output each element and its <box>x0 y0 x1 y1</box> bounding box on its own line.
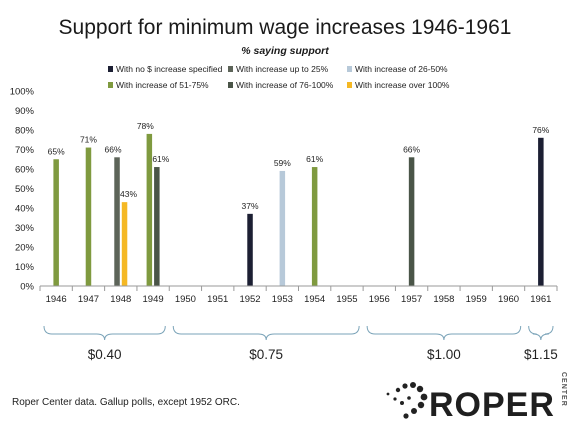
data-label: 37% <box>242 201 259 211</box>
legend: With no $ increase specified With increas… <box>108 64 450 90</box>
bar <box>279 170 286 286</box>
roper-logo-dots-icon <box>386 382 428 419</box>
group-brace <box>528 325 554 341</box>
y-tick-label: 30% <box>15 223 35 234</box>
x-tick-label: 1947 <box>78 294 99 305</box>
y-tick-label: 20% <box>15 243 35 254</box>
y-tick-label: 90% <box>15 106 35 117</box>
x-tick-label: 1959 <box>466 294 487 305</box>
x-tick-label: 1958 <box>433 294 454 305</box>
group-label: $0.75 <box>249 347 283 362</box>
x-tick-label: 1956 <box>369 294 390 305</box>
y-tick-label: 0% <box>20 282 34 293</box>
data-label: 78% <box>137 121 154 131</box>
legend-entry: With no $ increase specified <box>116 64 223 74</box>
group-brace <box>172 325 360 341</box>
group-label: $1.15 <box>524 347 558 362</box>
x-tick-label: 1960 <box>498 294 519 305</box>
y-tick-label: 10% <box>15 262 35 273</box>
bar <box>311 167 318 286</box>
source-note: Roper Center data. Gallup polls, except … <box>12 397 240 408</box>
legend-entry: With increase of 26-50% <box>355 64 448 74</box>
chart-title: Support for minimum wage increases 1946-… <box>59 16 512 39</box>
legend-entry: With increase of 51-75% <box>116 80 209 90</box>
legend-swatch <box>228 82 233 88</box>
legend-entry: With increase of 76-100% <box>236 80 334 90</box>
y-tick-label: 70% <box>15 145 35 156</box>
bar <box>53 159 59 286</box>
bar <box>247 213 253 286</box>
group-label: $0.40 <box>88 347 122 362</box>
y-tick-label: 80% <box>15 126 35 137</box>
y-tick-label: 40% <box>15 204 35 215</box>
legend-swatch <box>347 82 352 88</box>
data-label: 61% <box>306 154 323 164</box>
x-tick-label: 1950 <box>175 294 196 305</box>
data-label: 65% <box>48 146 65 156</box>
x-axis: 1946 1947 1948 1949 1950 1951 1952 1953 1954 1955… <box>39 285 558 305</box>
x-tick-label: 1949 <box>143 294 164 305</box>
logo-subtext: CENTER <box>560 372 567 407</box>
bar <box>146 133 153 286</box>
legend-entry: With increase over 100% <box>355 80 450 90</box>
legend-swatch <box>108 66 113 72</box>
data-label: 76% <box>532 125 549 135</box>
x-tick-label: 1948 <box>110 294 131 305</box>
y-tick-label: 100% <box>10 87 35 98</box>
group-brace <box>366 325 522 341</box>
y-tick-label: 50% <box>15 184 35 195</box>
bar <box>121 202 128 286</box>
bar <box>154 167 160 286</box>
group-label: $1.00 <box>427 347 461 362</box>
data-label: 43% <box>120 189 137 199</box>
data-label: 66% <box>403 144 420 154</box>
x-tick-label: 1957 <box>401 294 422 305</box>
chart-subtitle: % saying support <box>241 45 329 57</box>
legend-swatch <box>347 66 352 72</box>
bar <box>114 157 120 286</box>
x-tick-label: 1946 <box>46 294 67 305</box>
group-brace <box>43 325 166 341</box>
roper-logo: ROPER CENTER <box>386 372 567 424</box>
y-tick-label: 60% <box>15 165 35 176</box>
data-label: 71% <box>80 135 97 145</box>
logo-text: ROPER <box>429 386 555 424</box>
bar <box>538 137 544 286</box>
bars: 65% 71% 66% 43% 78% 61% 37% 59% 61% 66% 76% <box>48 121 550 286</box>
legend-swatch <box>108 82 113 88</box>
x-tick-label: 1953 <box>272 294 293 305</box>
legend-swatch <box>228 66 233 72</box>
x-tick-label: 1954 <box>304 294 325 305</box>
price-groups: $0.40 $0.75 $1.00 $1.15 <box>43 325 558 362</box>
x-tick-label: 1951 <box>207 294 228 305</box>
data-label: 59% <box>274 158 291 168</box>
y-axis: 0% 10% 20% 30% 40% 50% 60% 70% 80% 90% 100% <box>10 87 35 293</box>
x-tick-label: 1952 <box>239 294 260 305</box>
bar <box>408 157 415 286</box>
x-tick-label: 1955 <box>336 294 357 305</box>
bar <box>85 147 92 286</box>
x-tick-label: 1961 <box>530 294 551 305</box>
data-label: 66% <box>105 144 122 154</box>
data-label: 61% <box>152 154 169 164</box>
legend-entry: With increase up to 25% <box>236 64 329 74</box>
